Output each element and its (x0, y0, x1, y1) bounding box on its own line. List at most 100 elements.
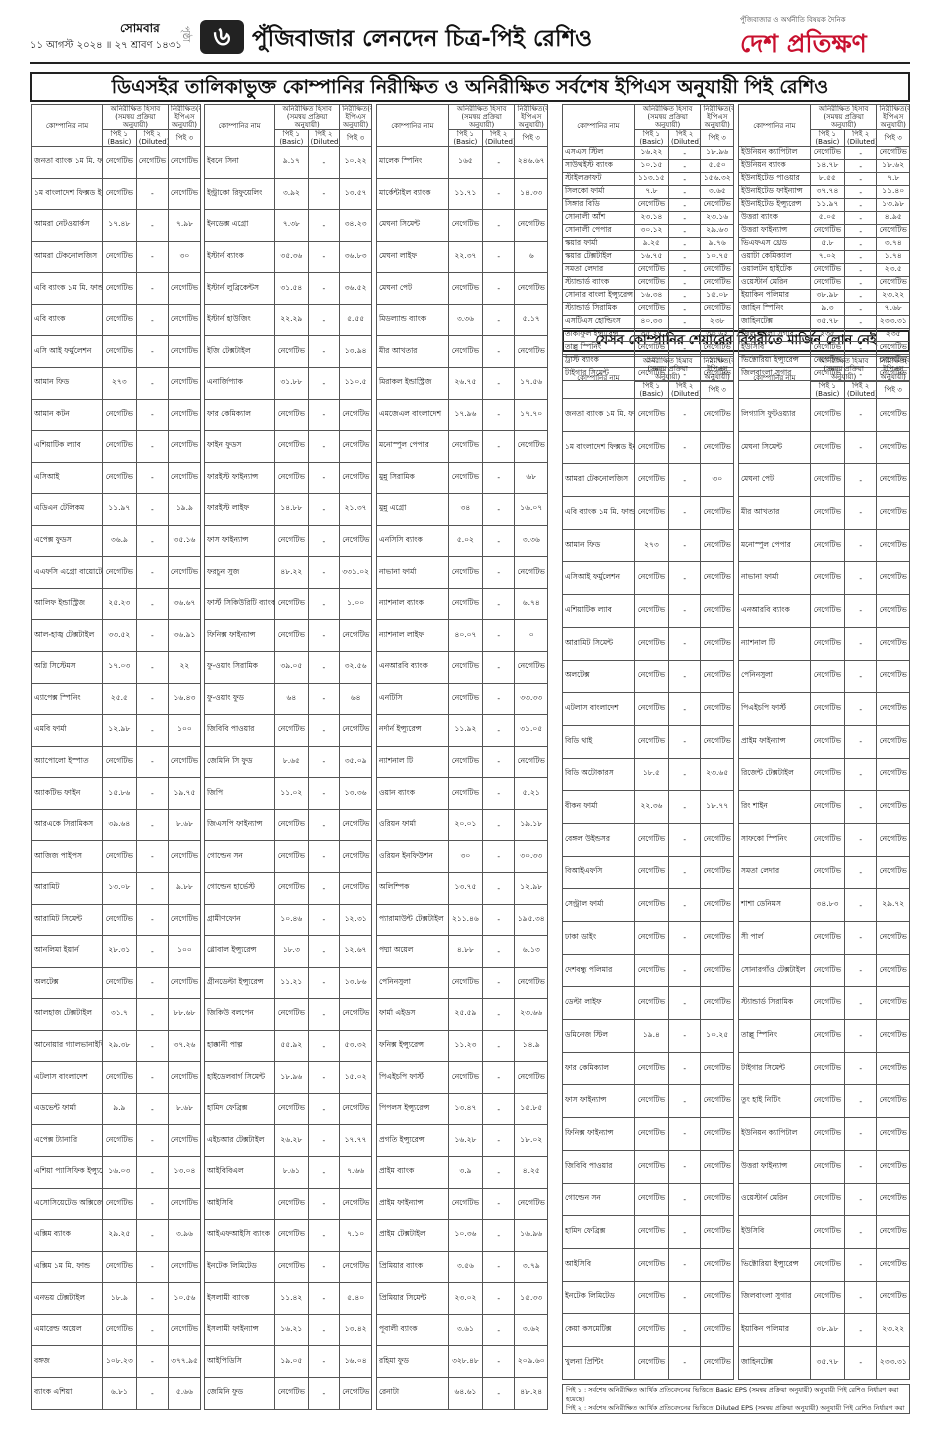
pe-value: ৩.৭৯ (514, 1250, 548, 1284)
pe-value: নেগেটিভ (876, 692, 910, 726)
pe-value: ৭.৬৬ (339, 1156, 372, 1189)
pe-value: নেগেটিভ (809, 1149, 846, 1184)
pe-value: - (843, 172, 878, 186)
pe-value: নেগেটিভ (167, 366, 202, 400)
pe-value: নেগেটিভ (876, 528, 910, 563)
pe-value: নেগেটিভ (339, 1187, 372, 1221)
pe-value: ১০.২২ (339, 146, 372, 179)
company-name: রিং শাইন (738, 790, 811, 824)
row: ঢাকা ডাইং নেগেটিভ - নেগেটিভ (562, 921, 734, 955)
pe-value: - (667, 198, 702, 212)
pe-value: - (307, 1250, 341, 1284)
row: জাহিনটেক্স ৩৫.৭৮-২৩৩.৩১ (738, 1345, 910, 1381)
company-name: এবি ব্যাংক (31, 303, 103, 337)
pe-value: ১৩.৪৭ (447, 1092, 484, 1126)
row: এক্সিম ১ম মি. ফান্ড নেগেটিভ - নেগেটিভ (31, 1250, 202, 1284)
row: আমরা টেকনোলজিস নেগেটিভ -৩০ (562, 463, 734, 498)
pe-value: ২৩.২২ (876, 1313, 910, 1347)
pe-value: নেগেটিভ (700, 528, 734, 563)
pe-value: - (135, 366, 169, 400)
col-name: কোম্পানির নাম (203, 104, 276, 147)
pe-value: - (135, 1092, 169, 1126)
pe-value: - (135, 840, 169, 873)
pe-value: নেগেটিভ (809, 276, 846, 290)
pe-value: ৩৭.২৬ (167, 1029, 202, 1063)
pe-value: ১৮.৬২ (876, 159, 910, 173)
table-head: কোম্পানির নাম অনিরীক্ষিত হিসাব (সমন্বয় প… (562, 104, 734, 147)
pe-value: ৭.৮ (876, 172, 910, 186)
row: মীর আখতার নেগেটিভ - নেগেটিভ (738, 496, 910, 530)
col-audited: নিরীক্ষিত(বছরভিত্তিক ইপিএস অনুযায়ী) (876, 356, 910, 382)
company-name: বিআইএফসি (562, 855, 635, 890)
row: মুন্নু সিরামিক নেগেটিভ -৬৮ (376, 461, 548, 495)
company-name: ইউনাইটেড পাওয়ার (738, 172, 811, 186)
pe-value: - (135, 1250, 169, 1284)
table-body: ইউনিয়ন ক্যাপিটাল নেগেটিভ - নেগেটিভ ইউনিয়ন … (738, 146, 910, 381)
header-row: পিই ১ (Basic) পিই ২ (Diluted) পিই ৩ (739, 381, 910, 399)
pe-value: - (481, 871, 516, 905)
pe-value: নেগেটিভ (447, 209, 484, 242)
pe-value: নেগেটিভ (167, 1250, 202, 1284)
company-name: আমান কটন (31, 398, 103, 432)
company-name: মার্কেন্টাইল ব্যাংক (376, 177, 449, 211)
pe-value: নেগেটিভ (633, 430, 670, 465)
company-name: মেঘনা পেট (376, 272, 449, 305)
company-name: সমতা লেদার (562, 263, 635, 277)
pe-value: নেগেটিভ (809, 496, 846, 530)
pe-value: ১০.৫৬ (167, 1282, 202, 1315)
company-name: স্ট্যান্ডার্ড সিরামিক (562, 302, 635, 316)
pe-value: ২৩৮ (700, 315, 734, 329)
pe-value: - (481, 682, 516, 716)
pe-value: ৩.৯ (447, 1156, 484, 1189)
row: এইচআর টেক্সটাইল ২৬.২৮-১৭.৭৭ (203, 1124, 372, 1157)
pe-value: নেগেটিভ (447, 1187, 484, 1221)
pe-value: নেগেটিভ (447, 745, 484, 779)
pe-value: - (481, 840, 516, 873)
col-pe3: পিই ৩ (339, 129, 372, 147)
col-pe1: পিই ১ (Basic) (809, 381, 846, 399)
pe-value: ২৭৩ (101, 366, 137, 400)
pe-value: ২৭৩ (633, 528, 670, 563)
pe-value: - (307, 1156, 341, 1189)
pe-value: ৬৪.৬১ (447, 1376, 484, 1411)
header-row: পিই ১ (Basic) পিই ২ (Diluted) পিই ৩ (377, 129, 548, 147)
pe-value: নেগেটিভ (700, 986, 734, 1021)
company-name: প্রিমিয়ার সিমেন্ট (376, 1282, 449, 1315)
pe-value: নেগেটিভ (700, 1182, 734, 1217)
pe-value: নেগেটিভ (167, 335, 202, 368)
pe-value: নেগেটিভ (809, 1280, 846, 1315)
company-name: কেয়া কসমেটিক্স (562, 1313, 635, 1347)
pe-value: ৮.৬১ (274, 1156, 309, 1189)
pe-value: নেগেটিভ (700, 561, 734, 596)
pe-value: নেগেটিভ (633, 822, 670, 857)
pe-value: নেগেটিভ (274, 430, 309, 463)
pe-value: নেগেটিভ (633, 1247, 670, 1282)
row: আইসিবি নেগেটিভ - নেগেটিভ (562, 1247, 734, 1282)
pe-value: ২৩৩.৩১ (876, 1345, 910, 1381)
row: মার্কেন্টাইল ব্যাংক ১১.৭১-১৪.৩৩ (376, 177, 548, 211)
company-name: ১ম বাংলাদেশ ফিক্সড ইনকাম (31, 177, 103, 211)
pe-value: - (843, 1345, 878, 1381)
pe-value: ৩.৭৪ (876, 237, 910, 251)
pe-value: - (843, 224, 878, 238)
row: ইন্ট্রাকো রিফুয়েলিং ৩.৯২-১৩.৫৭ (203, 177, 372, 211)
pe-value: নেগেটিভ (809, 855, 846, 890)
row: ইউনিয়ন ক্যাপিটাল নেগেটিভ - নেগেটিভ (738, 146, 910, 160)
pe-value: নেগেটিভ (514, 966, 548, 1000)
pe-value: - (307, 493, 341, 526)
pe-value: নেগেটিভ (514, 745, 548, 779)
pe-value: - (307, 714, 341, 747)
row: তুং হাই নিটিং নেগেটিভ - নেগেটিভ (738, 1084, 910, 1119)
pe-value: ২৩৩.৩১ (876, 315, 910, 329)
pe-value: নেগেটিভ (876, 1149, 910, 1184)
header-row: কোম্পানির নাম অনিরীক্ষিত হিসাব (সমন্বয় প… (738, 356, 910, 399)
table-body: জনতা ব্যাংক ১ম মি. ফান্ডনেগেটিভনেগেটিভনে… (31, 146, 202, 1411)
row: কেয়া কসমেটিক্স নেগেটিভ - নেগেটিভ (562, 1313, 734, 1347)
pe-value: নেগেটিভ (101, 303, 137, 337)
pe-value: ৫.০২ (447, 524, 484, 558)
company-name: ইয়াকিন পলিমার (738, 289, 811, 303)
company-name: ইনটেক লিমিটেড (562, 1280, 635, 1315)
pe-value: ৩.৬৫ (700, 185, 734, 199)
row: মেঘনা পেট নেগেটিভ - নেগেটিভ (738, 463, 910, 498)
pe-value: - (307, 1124, 341, 1157)
